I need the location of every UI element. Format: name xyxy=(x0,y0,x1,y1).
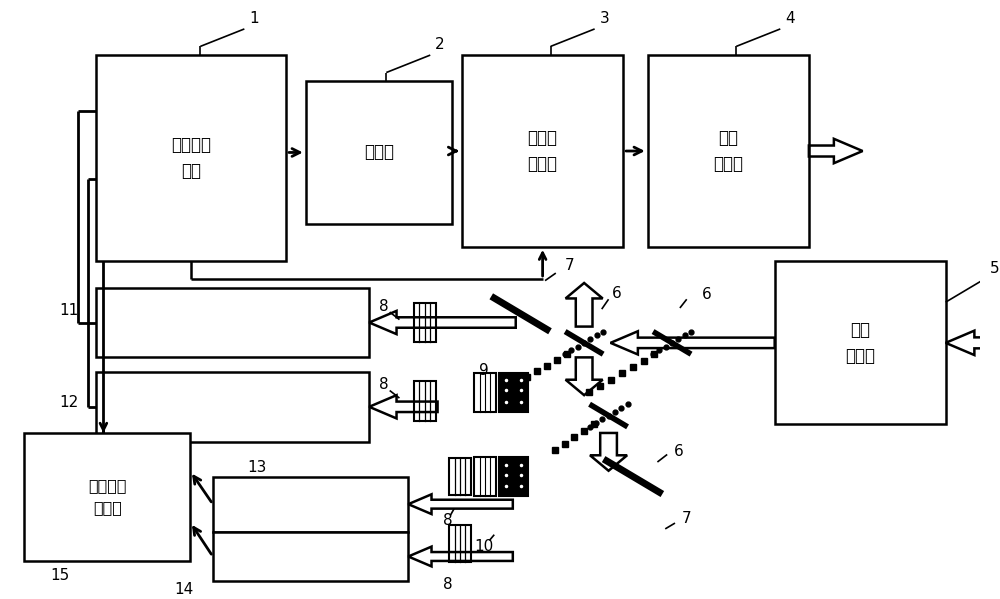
FancyBboxPatch shape xyxy=(775,262,946,424)
FancyBboxPatch shape xyxy=(449,458,471,495)
FancyBboxPatch shape xyxy=(96,55,286,262)
Text: 偏振态
编码器: 偏振态 编码器 xyxy=(528,129,558,173)
Text: 激光器: 激光器 xyxy=(364,144,394,162)
Text: 发射
光学器: 发射 光学器 xyxy=(713,129,743,173)
Text: 3: 3 xyxy=(600,11,609,26)
FancyBboxPatch shape xyxy=(474,457,496,497)
FancyBboxPatch shape xyxy=(474,373,496,412)
Text: 8: 8 xyxy=(443,577,452,592)
Text: 5: 5 xyxy=(990,261,999,276)
Text: 12: 12 xyxy=(60,395,79,410)
Text: 8: 8 xyxy=(443,513,452,528)
Text: 13: 13 xyxy=(247,461,267,476)
Text: 14: 14 xyxy=(174,582,193,597)
FancyBboxPatch shape xyxy=(306,81,452,223)
FancyBboxPatch shape xyxy=(414,302,436,342)
Text: 6: 6 xyxy=(612,286,621,301)
Text: 7: 7 xyxy=(565,258,574,273)
Text: 4: 4 xyxy=(785,11,795,26)
Text: 8: 8 xyxy=(379,299,389,314)
Text: 同步信号
处理器: 同步信号 处理器 xyxy=(88,479,127,516)
FancyBboxPatch shape xyxy=(648,55,809,247)
Text: 10: 10 xyxy=(474,539,493,554)
Text: 6: 6 xyxy=(674,444,684,459)
Text: 接收
光学器: 接收 光学器 xyxy=(845,320,875,365)
Text: 7: 7 xyxy=(682,511,692,526)
Text: 11: 11 xyxy=(60,303,79,319)
Text: 15: 15 xyxy=(50,568,69,583)
FancyBboxPatch shape xyxy=(213,477,408,532)
FancyBboxPatch shape xyxy=(462,55,623,247)
FancyBboxPatch shape xyxy=(499,457,528,497)
Text: 2: 2 xyxy=(435,37,445,52)
Text: 6: 6 xyxy=(701,287,711,302)
FancyBboxPatch shape xyxy=(213,532,408,581)
FancyBboxPatch shape xyxy=(449,525,471,562)
Text: 1: 1 xyxy=(249,11,259,26)
FancyBboxPatch shape xyxy=(414,381,436,420)
FancyBboxPatch shape xyxy=(96,372,369,441)
FancyBboxPatch shape xyxy=(499,373,528,412)
Text: 9: 9 xyxy=(479,362,488,378)
Text: 同步控制
模块: 同步控制 模块 xyxy=(171,136,211,180)
FancyBboxPatch shape xyxy=(24,433,190,561)
FancyBboxPatch shape xyxy=(96,288,369,358)
Text: 8: 8 xyxy=(379,377,389,392)
